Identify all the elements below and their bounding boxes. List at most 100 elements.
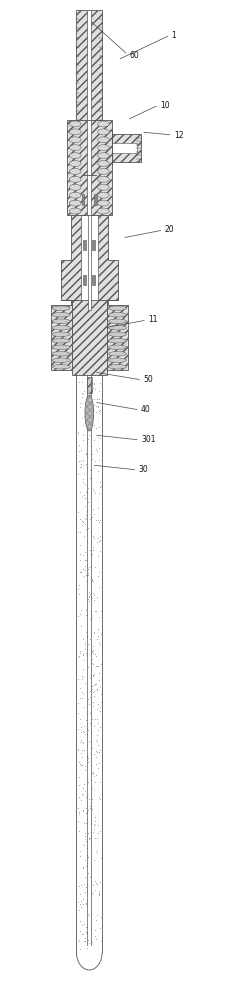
Ellipse shape bbox=[109, 364, 126, 369]
Point bbox=[81, 686, 85, 702]
Point bbox=[84, 895, 88, 911]
Point bbox=[90, 801, 94, 817]
Point bbox=[92, 782, 96, 798]
Point bbox=[92, 688, 96, 704]
Point bbox=[80, 926, 84, 942]
Point bbox=[90, 379, 94, 395]
Point bbox=[76, 504, 80, 520]
Point bbox=[89, 830, 92, 846]
Point bbox=[90, 780, 94, 796]
Point bbox=[84, 833, 88, 849]
Point bbox=[76, 721, 80, 737]
Point bbox=[94, 931, 98, 947]
Point bbox=[88, 670, 92, 686]
Point bbox=[83, 726, 87, 742]
Point bbox=[89, 906, 93, 922]
Point bbox=[76, 813, 80, 829]
Point bbox=[96, 715, 100, 731]
Point bbox=[78, 484, 82, 500]
Point bbox=[79, 459, 82, 475]
Point bbox=[96, 548, 100, 564]
Point bbox=[84, 805, 87, 821]
Point bbox=[78, 690, 82, 706]
Point bbox=[85, 435, 89, 451]
Point bbox=[95, 711, 99, 727]
Point bbox=[89, 856, 92, 872]
Point bbox=[79, 442, 83, 458]
Point bbox=[84, 573, 87, 589]
Point bbox=[96, 727, 99, 743]
Ellipse shape bbox=[109, 312, 126, 317]
Bar bbox=[94, 194, 97, 205]
Point bbox=[92, 624, 95, 640]
Point bbox=[78, 546, 82, 562]
Point bbox=[90, 681, 94, 697]
Point bbox=[83, 562, 87, 578]
Point bbox=[89, 573, 93, 589]
Point bbox=[91, 539, 95, 555]
Point bbox=[79, 732, 83, 748]
Point bbox=[97, 744, 101, 760]
Point bbox=[82, 568, 86, 584]
Point bbox=[95, 443, 99, 459]
Ellipse shape bbox=[109, 338, 126, 343]
Point bbox=[81, 668, 84, 684]
Bar bbox=[107, 305, 128, 370]
Point bbox=[93, 816, 96, 832]
Point bbox=[77, 453, 81, 469]
Point bbox=[98, 474, 102, 490]
Point bbox=[98, 543, 102, 559]
Point bbox=[86, 520, 90, 536]
Point bbox=[78, 586, 81, 602]
Polygon shape bbox=[61, 215, 118, 300]
Point bbox=[81, 561, 84, 577]
Point bbox=[93, 676, 97, 692]
Text: 1: 1 bbox=[172, 30, 176, 39]
Point bbox=[97, 635, 100, 651]
Text: 20: 20 bbox=[164, 226, 174, 234]
Point bbox=[99, 686, 102, 702]
Ellipse shape bbox=[98, 168, 109, 174]
Point bbox=[99, 626, 102, 642]
Point bbox=[97, 609, 101, 625]
Point bbox=[77, 878, 81, 894]
Point bbox=[88, 411, 92, 427]
Point bbox=[84, 456, 88, 472]
Point bbox=[84, 884, 87, 900]
Point bbox=[84, 924, 88, 940]
Point bbox=[86, 691, 90, 707]
Point bbox=[84, 624, 88, 640]
Point bbox=[86, 750, 90, 766]
Point bbox=[89, 549, 93, 565]
Point bbox=[79, 564, 83, 580]
Point bbox=[91, 501, 95, 517]
Point bbox=[80, 453, 83, 469]
Point bbox=[97, 621, 100, 637]
Point bbox=[83, 852, 87, 868]
Ellipse shape bbox=[109, 332, 126, 337]
Point bbox=[77, 806, 81, 822]
Point bbox=[94, 711, 97, 727]
Point bbox=[81, 514, 85, 530]
Point bbox=[78, 537, 82, 553]
Point bbox=[87, 584, 91, 600]
Point bbox=[81, 802, 84, 818]
Point bbox=[88, 798, 92, 814]
Bar bbox=[92, 240, 95, 250]
Point bbox=[91, 694, 95, 710]
Point bbox=[84, 645, 88, 661]
Point bbox=[81, 417, 85, 433]
Point bbox=[97, 621, 100, 637]
Point bbox=[78, 896, 82, 912]
Point bbox=[87, 559, 91, 575]
Point bbox=[78, 734, 82, 750]
Point bbox=[94, 420, 98, 436]
Polygon shape bbox=[61, 300, 72, 305]
Point bbox=[87, 411, 91, 427]
Point bbox=[82, 926, 85, 942]
Point bbox=[80, 410, 84, 426]
Point bbox=[84, 402, 87, 418]
Point bbox=[85, 557, 89, 573]
Point bbox=[86, 561, 90, 577]
Point bbox=[76, 742, 80, 758]
